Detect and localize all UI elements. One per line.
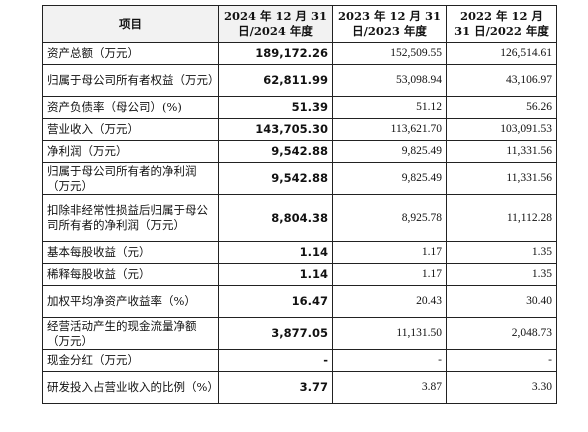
value-2022: 1.35	[446, 263, 557, 286]
value-2023: -	[332, 349, 447, 372]
value-2024: 3,877.05	[218, 317, 333, 350]
value-2022: 103,091.53	[446, 118, 557, 141]
value-2022: 56.26	[446, 96, 557, 119]
value-2022: 3.30	[446, 371, 557, 404]
value-2024: 62,811.99	[218, 64, 333, 97]
value-2024: 9,542.88	[218, 162, 333, 195]
financial-summary: 项目 2024 年 12 月 31 日/2024 年度 2023 年 12 月 …	[42, 5, 557, 404]
value-2022: -	[446, 349, 557, 372]
value-2023: 1.17	[332, 241, 447, 264]
row-label: 研发投入占营业收入的比例（%）	[42, 371, 219, 404]
value-2023: 8,925.78	[332, 194, 447, 242]
header-2024: 2024 年 12 月 31 日/2024 年度	[218, 5, 333, 43]
value-2022: 2,048.73	[446, 317, 557, 350]
value-2023: 20.43	[332, 285, 447, 318]
row-label: 净利润（万元）	[42, 140, 219, 163]
value-2023: 53,098.94	[332, 64, 447, 97]
value-2024: 143,705.30	[218, 118, 333, 141]
value-2024: -	[218, 349, 333, 372]
value-2023: 11,131.50	[332, 317, 447, 350]
value-2024: 1.14	[218, 263, 333, 286]
value-2023: 9,825.49	[332, 140, 447, 163]
table-row: 营业收入（万元） 143,705.30 113,621.70 103,091.5…	[42, 118, 557, 141]
row-label: 稀释每股收益（元）	[42, 263, 219, 286]
table-row: 基本每股收益（元） 1.14 1.17 1.35	[42, 241, 557, 264]
header-row: 项目 2024 年 12 月 31 日/2024 年度 2023 年 12 月 …	[42, 5, 557, 43]
table-row: 归属于母公司所有者的净利润（万元） 9,542.88 9,825.49 11,3…	[42, 162, 557, 195]
value-2023: 113,621.70	[332, 118, 447, 141]
table-row: 归属于母公司所有者权益（万元） 62,811.99 53,098.94 43,1…	[42, 64, 557, 97]
value-2024: 3.77	[218, 371, 333, 404]
table-row: 研发投入占营业收入的比例（%） 3.77 3.87 3.30	[42, 371, 557, 404]
row-label: 归属于母公司所有者的净利润（万元）	[42, 162, 219, 195]
table-row: 资产负债率（母公司）(%) 51.39 51.12 56.26	[42, 96, 557, 119]
header-item: 项目	[42, 5, 219, 43]
table-row: 扣除非经常性损益后归属于母公司所有者的净利润（万元） 8,804.38 8,92…	[42, 194, 557, 242]
value-2023: 9,825.49	[332, 162, 447, 195]
value-2023: 3.87	[332, 371, 447, 404]
value-2023: 152,509.55	[332, 42, 447, 65]
table-row: 稀释每股收益（元） 1.14 1.17 1.35	[42, 263, 557, 286]
financial-table: 项目 2024 年 12 月 31 日/2024 年度 2023 年 12 月 …	[42, 5, 557, 404]
row-label: 扣除非经常性损益后归属于母公司所有者的净利润（万元）	[42, 194, 219, 242]
value-2024: 1.14	[218, 241, 333, 264]
table-row: 净利润（万元） 9,542.88 9,825.49 11,331.56	[42, 140, 557, 163]
table-row: 经营活动产生的现金流量净额（万元） 3,877.05 11,131.50 2,0…	[42, 317, 557, 350]
row-label: 资产总额（万元）	[42, 42, 219, 65]
row-label: 营业收入（万元）	[42, 118, 219, 141]
row-label: 现金分红（万元）	[42, 349, 219, 372]
value-2022: 1.35	[446, 241, 557, 264]
value-2022: 126,514.61	[446, 42, 557, 65]
row-label: 归属于母公司所有者权益（万元）	[42, 64, 220, 97]
value-2024: 189,172.26	[218, 42, 333, 65]
value-2024: 51.39	[218, 96, 333, 119]
table-row: 资产总额（万元） 189,172.26 152,509.55 126,514.6…	[42, 42, 557, 65]
value-2022: 11,112.28	[446, 194, 557, 242]
value-2022: 11,331.56	[446, 162, 557, 195]
header-2023: 2023 年 12 月 31 日/2023 年度	[332, 5, 447, 43]
table-row: 加权平均净资产收益率（%） 16.47 20.43 30.40	[42, 285, 557, 318]
row-label: 加权平均净资产收益率（%）	[42, 285, 219, 318]
header-2022: 2022 年 12 月 31 日/2022 年度	[446, 5, 557, 43]
value-2023: 51.12	[332, 96, 447, 119]
value-2022: 11,331.56	[446, 140, 557, 163]
row-label: 资产负债率（母公司）(%)	[42, 96, 219, 119]
value-2023: 1.17	[332, 263, 447, 286]
table-row: 现金分红（万元） - - -	[42, 349, 557, 372]
value-2022: 43,106.97	[446, 64, 557, 97]
value-2024: 9,542.88	[218, 140, 333, 163]
value-2024: 8,804.38	[218, 194, 333, 242]
row-label: 经营活动产生的现金流量净额（万元）	[42, 317, 219, 350]
value-2022: 30.40	[446, 285, 557, 318]
value-2024: 16.47	[218, 285, 333, 318]
row-label: 基本每股收益（元）	[42, 241, 219, 264]
